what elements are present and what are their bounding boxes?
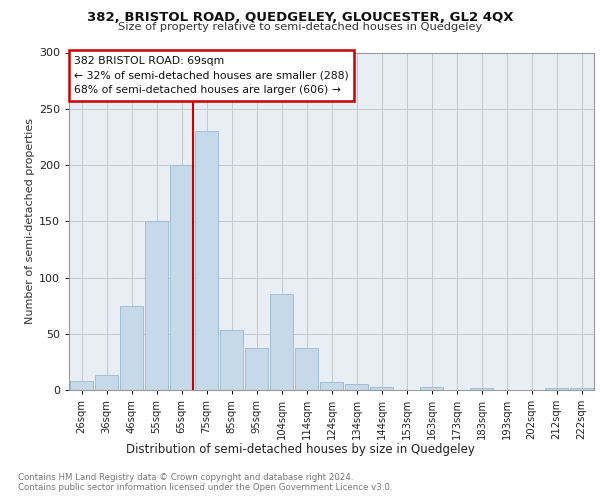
Bar <box>220 330 243 390</box>
Bar <box>245 348 268 390</box>
Bar <box>270 294 293 390</box>
Text: 382 BRISTOL ROAD: 69sqm
← 32% of semi-detached houses are smaller (288)
68% of s: 382 BRISTOL ROAD: 69sqm ← 32% of semi-de… <box>74 56 349 96</box>
Bar <box>470 388 493 390</box>
Bar <box>295 348 318 390</box>
Bar <box>370 386 393 390</box>
Bar <box>345 384 368 390</box>
Bar <box>145 221 168 390</box>
Bar <box>420 386 443 390</box>
Text: 382, BRISTOL ROAD, QUEDGELEY, GLOUCESTER, GL2 4QX: 382, BRISTOL ROAD, QUEDGELEY, GLOUCESTER… <box>87 11 513 24</box>
Bar <box>570 388 593 390</box>
Bar <box>320 382 343 390</box>
Bar <box>195 131 218 390</box>
Bar <box>95 376 118 390</box>
Bar <box>170 165 193 390</box>
Bar <box>545 388 568 390</box>
Y-axis label: Number of semi-detached properties: Number of semi-detached properties <box>25 118 35 324</box>
Text: Distribution of semi-detached houses by size in Quedgeley: Distribution of semi-detached houses by … <box>125 442 475 456</box>
Bar <box>120 306 143 390</box>
Bar <box>70 381 93 390</box>
Text: Contains HM Land Registry data © Crown copyright and database right 2024.: Contains HM Land Registry data © Crown c… <box>18 472 353 482</box>
Text: Size of property relative to semi-detached houses in Quedgeley: Size of property relative to semi-detach… <box>118 22 482 32</box>
Text: Contains public sector information licensed under the Open Government Licence v3: Contains public sector information licen… <box>18 482 392 492</box>
